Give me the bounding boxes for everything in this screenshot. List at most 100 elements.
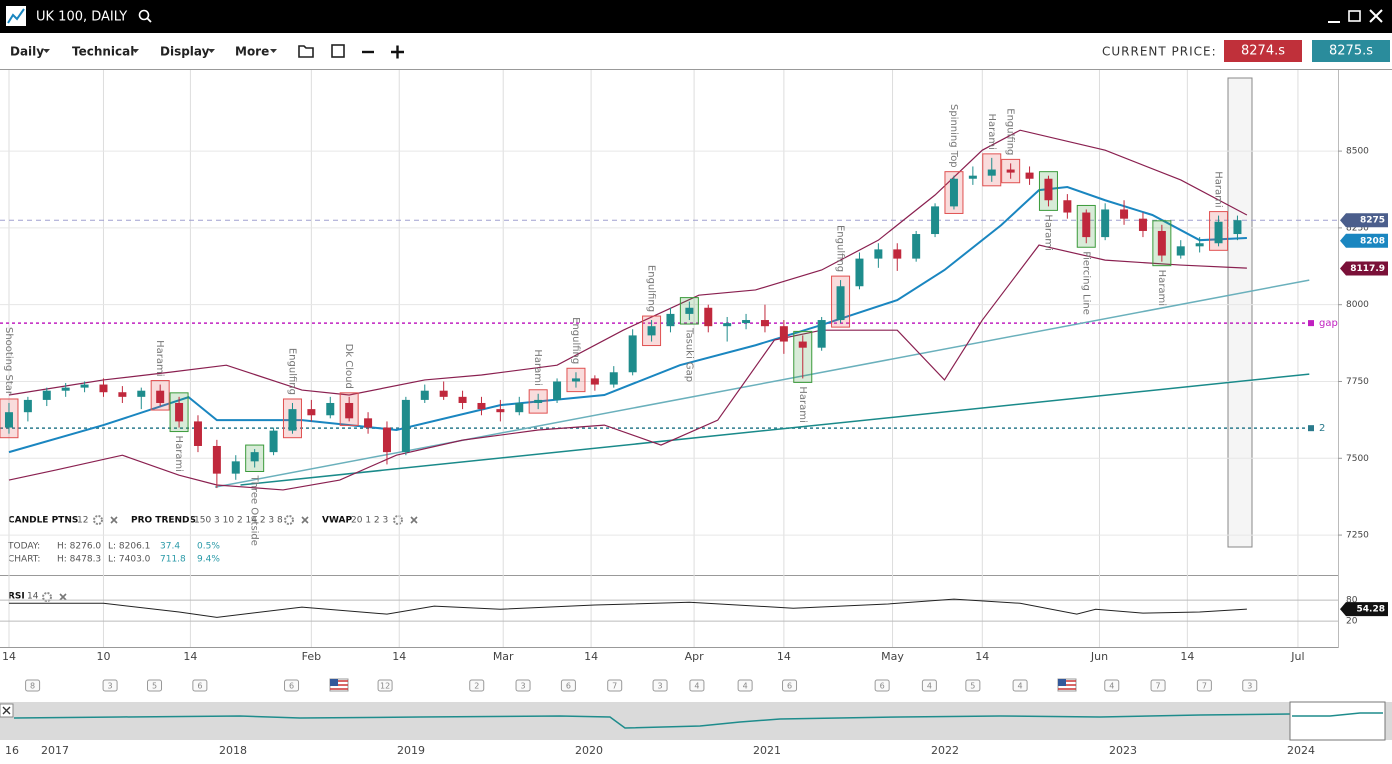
candle-body [723, 323, 732, 327]
remove-icon[interactable] [301, 516, 309, 524]
event-count: 6 [787, 682, 792, 691]
indicator-params: 20 1 2 3 [351, 516, 388, 526]
candle-body [61, 387, 70, 391]
indicator-line [8, 129, 1248, 396]
price-tag [1340, 233, 1388, 248]
dropdown-arrow [43, 49, 50, 53]
event-marker[interactable] [689, 679, 705, 692]
menu-more[interactable]: More [235, 45, 269, 59]
remove-icon[interactable] [59, 593, 67, 601]
event-count: 8 [30, 682, 35, 691]
event-marker[interactable] [469, 679, 485, 692]
menu-daily[interactable]: Daily [10, 45, 44, 59]
menu-display[interactable]: Display [160, 45, 210, 59]
event-marker[interactable] [1104, 679, 1120, 692]
indicator-name: PRO TRENDS [131, 516, 196, 526]
open-button[interactable] [298, 45, 314, 58]
pattern-label: Harami [1213, 171, 1224, 207]
event-marker[interactable] [102, 679, 118, 692]
navigator-window[interactable] [1289, 701, 1386, 741]
navigator-year: 2023 [1109, 744, 1137, 757]
event-count: 3 [108, 682, 113, 691]
stat-pct: 9.4% [197, 555, 220, 565]
event-count: 12 [380, 682, 390, 691]
indicator-params: 150 3 10 2 14 2 3 8 [194, 516, 283, 526]
candle-body [42, 390, 51, 400]
settings-icon[interactable] [393, 515, 403, 525]
candle-body [439, 390, 448, 397]
settings-icon[interactable] [42, 592, 52, 602]
event-marker[interactable] [25, 679, 41, 692]
candle-body [874, 249, 883, 259]
pattern-label: Harami [173, 436, 184, 472]
event-marker[interactable] [607, 679, 623, 692]
pattern-label: Engulfing [570, 317, 581, 364]
pattern-label: Spinning Top [948, 104, 959, 168]
save-button[interactable] [331, 44, 345, 58]
event-marker[interactable] [147, 679, 163, 692]
candle-body [1214, 221, 1223, 244]
pattern-label: Engulfing [835, 225, 846, 272]
settings-icon[interactable] [284, 515, 294, 525]
event-marker[interactable] [652, 679, 668, 692]
event-count: 4 [1018, 682, 1023, 691]
flag-canton [1058, 679, 1066, 686]
candle-body [231, 461, 240, 474]
remove-icon[interactable] [410, 516, 418, 524]
event-marker[interactable] [377, 679, 393, 692]
zoom-in-button[interactable] [391, 45, 404, 59]
close-button[interactable] [1369, 9, 1383, 23]
indicator-line [8, 186, 1247, 454]
candle-body [1176, 246, 1185, 256]
pattern-label: Dk Cloud [343, 344, 354, 389]
stat-low: L: 8206.1 [108, 542, 150, 552]
event-marker[interactable] [965, 679, 981, 692]
candle-body [1138, 218, 1147, 231]
restore-button[interactable] [1348, 10, 1361, 22]
candle-body [893, 249, 902, 259]
x-tick-label: 14 [584, 650, 598, 663]
price-tag-label: 8208 [1360, 236, 1385, 246]
candle-body [760, 320, 769, 327]
stat-pct: 0.5% [197, 542, 220, 552]
selection-range[interactable] [1227, 77, 1253, 548]
y-tick-label: 7750 [1346, 377, 1369, 387]
event-marker[interactable] [284, 679, 300, 692]
price-tag-label: 8275 [1360, 216, 1385, 226]
event-marker[interactable] [560, 679, 576, 692]
candle-body [1157, 230, 1166, 256]
candle-body [987, 169, 996, 176]
app-logo [6, 6, 26, 26]
flag-icon [329, 678, 349, 692]
navigator-close-x [2, 706, 11, 715]
event-marker[interactable] [515, 679, 531, 692]
event-marker[interactable] [921, 679, 937, 692]
navigator-year: 2019 [397, 744, 425, 757]
candle-body [817, 320, 826, 348]
bid-button[interactable] [1224, 40, 1302, 62]
close-x2 [1369, 9, 1383, 23]
event-marker[interactable] [874, 679, 890, 692]
navigator[interactable] [0, 702, 1392, 740]
event-marker[interactable] [1196, 679, 1212, 692]
navigator-window-line [1292, 712, 1383, 717]
candle-body [496, 409, 505, 413]
remove-icon[interactable] [110, 516, 118, 524]
x-tick-label: Apr [685, 650, 705, 663]
event-marker[interactable] [737, 679, 753, 692]
event-marker[interactable] [1012, 679, 1028, 692]
event-marker[interactable] [1242, 679, 1258, 692]
navigator-year: 2020 [575, 744, 603, 757]
candle-body [99, 384, 108, 393]
navigator-year: 2021 [753, 744, 781, 757]
ask-button[interactable] [1312, 40, 1390, 62]
search-icon[interactable] [138, 9, 152, 23]
candle-body [1025, 172, 1034, 179]
event-marker[interactable] [192, 679, 208, 692]
candle-body [80, 384, 89, 388]
menu-technical[interactable]: Technical [72, 45, 134, 59]
y-tick-label: 7500 [1346, 454, 1369, 464]
event-marker[interactable] [1150, 679, 1166, 692]
event-marker[interactable] [782, 679, 798, 692]
settings-icon[interactable] [93, 515, 103, 525]
